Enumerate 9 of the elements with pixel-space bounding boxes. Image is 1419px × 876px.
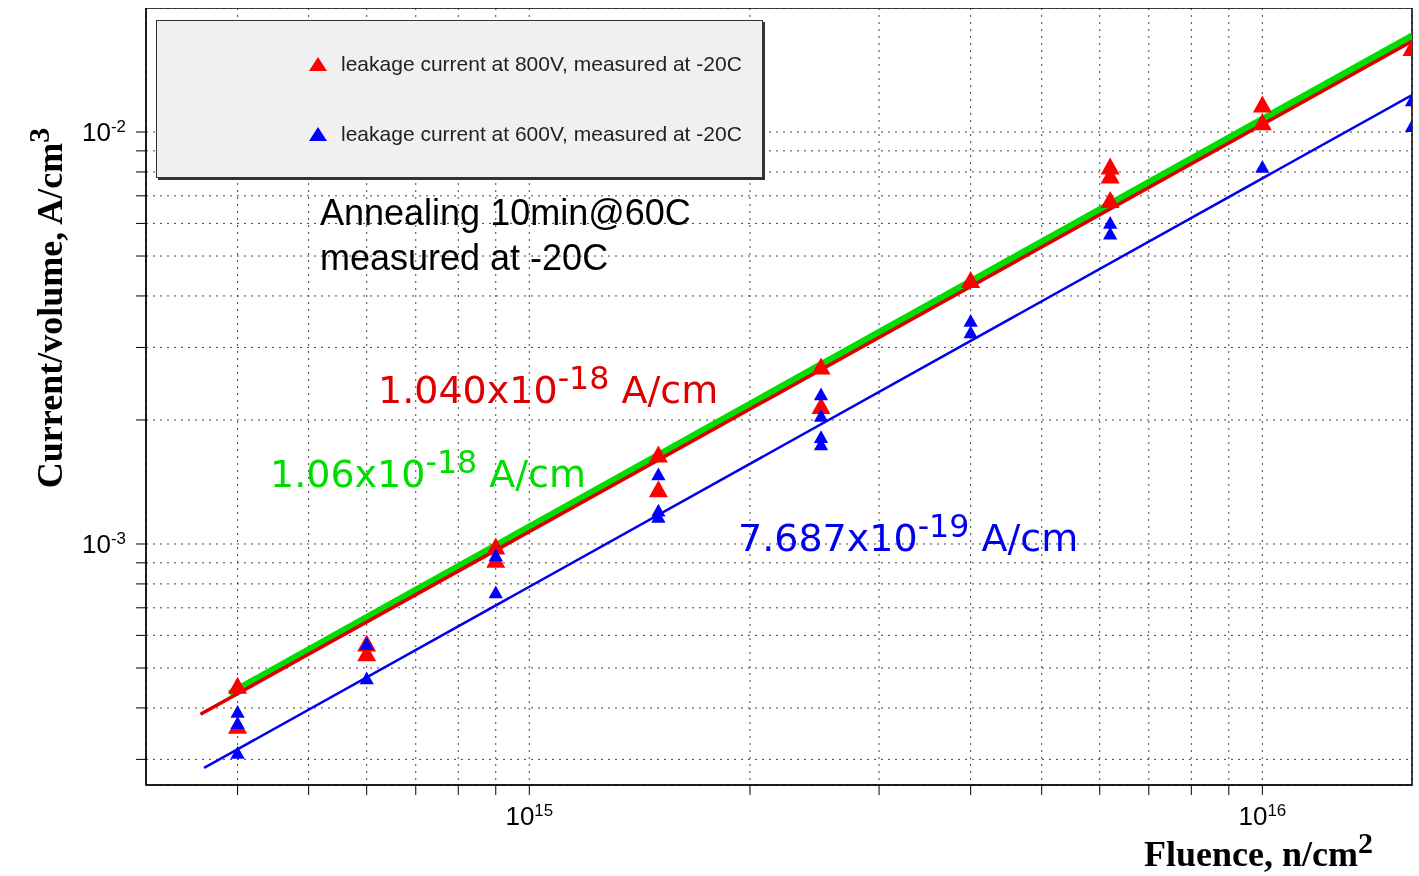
legend-label: leakage current at 600V, measured at -20C [341,122,742,146]
annotation: Annealing 10min@60C measured at -20C [320,191,691,280]
y-tick-label: 10$^{-2}$ [82,116,126,148]
series-label: 1.040x10$^{-18}$ A/cm [378,360,719,412]
y-tick-label: 10$^{-3}$ [82,528,126,559]
legend-label: leakage current at 800V, measured at -20C [341,52,742,76]
x-tick-label: 10$^{15}$ [505,800,554,831]
series-label: 1.06x10$^{-18}$ A/cm [270,444,586,496]
series-label: 7.687x10$^{-19}$ A/cm [738,508,1079,560]
